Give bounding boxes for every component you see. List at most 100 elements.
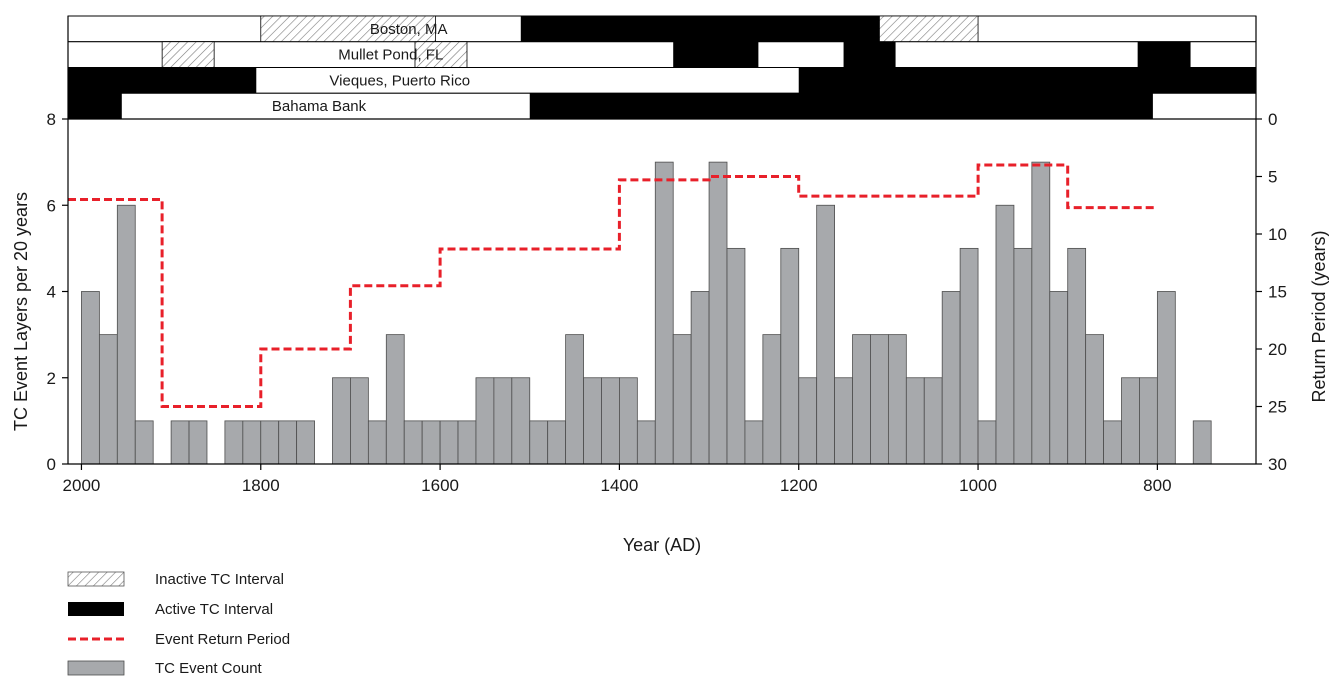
y-tick-label: 6 xyxy=(47,196,56,215)
event-bar xyxy=(1049,291,1069,465)
event-bar xyxy=(547,420,567,465)
active-interval xyxy=(798,67,1256,94)
event-bar xyxy=(583,377,602,465)
event-bar xyxy=(619,377,638,465)
x-tick-label: 1000 xyxy=(959,476,997,495)
y2-tick-label: 25 xyxy=(1268,398,1287,417)
event-bar xyxy=(565,334,584,465)
event-bar xyxy=(134,420,154,465)
event-bar xyxy=(834,377,853,465)
event-bar xyxy=(475,377,495,465)
track-boston-ma: Boston, MA xyxy=(67,15,1257,43)
event-bar xyxy=(1156,291,1176,465)
active-interval xyxy=(673,41,759,68)
y2-axis-title: Return Period (years) xyxy=(1309,230,1329,402)
x-tick-label: 2000 xyxy=(63,476,101,495)
y2-tick-label: 20 xyxy=(1268,340,1287,359)
event-bar xyxy=(350,377,369,465)
event-bar xyxy=(744,420,764,465)
event-bar xyxy=(511,377,531,465)
event-bar xyxy=(385,334,405,465)
active-interval xyxy=(1137,41,1191,68)
y-tick-label: 2 xyxy=(47,369,56,388)
axes: 2000 1800 1600 1400 1200 1000 800 0 2 4 6 8 0 5 10 15 20… xyxy=(47,16,1287,495)
event-bar xyxy=(332,377,351,465)
x-tick-label: 1400 xyxy=(600,476,638,495)
y-axis-title: TC Event Layers per 20 years xyxy=(11,192,31,431)
track-mullet-pond-fl: Mullet Pond, FL xyxy=(67,41,1257,68)
event-bar xyxy=(296,420,315,465)
event-bar xyxy=(1139,377,1158,465)
track-background xyxy=(67,41,1257,68)
site-activity-tracks: Boston, MA Mullet Pond, FL Vieques, Puerto… xyxy=(67,15,1257,120)
x-tick-label: 1800 xyxy=(242,476,280,495)
inactive-interval xyxy=(260,15,437,43)
inactive-interval xyxy=(161,41,215,68)
event-bar xyxy=(278,420,298,465)
event-bar xyxy=(170,420,190,465)
event-bar xyxy=(852,334,871,465)
y2-tick-label: 30 xyxy=(1268,455,1287,474)
active-interval xyxy=(520,16,880,42)
x-tick-label: 1200 xyxy=(780,476,818,495)
event-bar xyxy=(403,420,423,465)
event-bar xyxy=(941,291,961,465)
event-bar xyxy=(995,204,1015,465)
legend-swatch-inactive xyxy=(67,571,125,587)
event-bar xyxy=(708,161,728,465)
active-interval xyxy=(843,41,896,68)
event-bar xyxy=(1013,247,1033,465)
return-period-line xyxy=(68,163,1158,408)
legend-item-bar: TC Event Count xyxy=(67,660,263,677)
event-bar xyxy=(654,161,674,465)
active-interval xyxy=(529,93,1153,119)
event-bar xyxy=(780,247,800,465)
event-bar xyxy=(887,334,907,465)
event-bar xyxy=(188,420,208,465)
legend-item-return: Event Return Period xyxy=(68,631,290,648)
y-tick-label: 8 xyxy=(47,110,56,129)
event-bar xyxy=(816,204,835,465)
x-tick-label: 800 xyxy=(1143,476,1171,495)
legend-label: Inactive TC Interval xyxy=(155,571,284,588)
event-bar xyxy=(116,204,136,465)
event-bar xyxy=(959,247,979,465)
event-bar xyxy=(905,377,925,465)
event-bar xyxy=(923,377,943,465)
track-label: Mullet Pond, FL xyxy=(338,47,443,64)
event-bar xyxy=(672,334,692,465)
legend-label: Event Return Period xyxy=(155,631,290,648)
event-bar xyxy=(726,247,746,465)
track-label: Vieques, Puerto Rico xyxy=(329,72,470,89)
event-bar xyxy=(439,420,459,465)
event-bar xyxy=(242,420,262,465)
track-bahama-bank: Bahama Bank xyxy=(67,92,1257,120)
track-label: Bahama Bank xyxy=(272,98,367,115)
x-tick-label: 1600 xyxy=(421,476,459,495)
event-bar xyxy=(798,377,818,465)
y2-tick-label: 10 xyxy=(1268,225,1287,244)
event-bar xyxy=(762,334,782,465)
event-bar xyxy=(1067,247,1087,465)
track-label: Boston, MA xyxy=(370,21,448,38)
event-bar xyxy=(1031,161,1051,465)
legend-swatch-active xyxy=(68,602,124,616)
event-bar xyxy=(977,420,997,465)
x-axis-title: Year (AD) xyxy=(623,535,701,555)
legend-item-inactive: Inactive TC Interval xyxy=(67,571,284,588)
legend-label: Active TC Interval xyxy=(155,601,273,618)
y-tick-label: 0 xyxy=(47,455,56,474)
track-vieques-puerto-rico: Vieques, Puerto Rico xyxy=(67,67,1257,94)
active-interval xyxy=(68,93,122,119)
event-bar xyxy=(367,420,387,465)
event-bar xyxy=(421,420,441,465)
event-bar xyxy=(260,420,280,465)
event-bar xyxy=(1103,420,1122,465)
event-count-bars xyxy=(81,161,1212,465)
y2-tick-label: 5 xyxy=(1268,168,1277,187)
event-bar xyxy=(1192,420,1212,465)
event-bar xyxy=(1085,334,1104,465)
event-bar xyxy=(870,334,889,465)
event-bar xyxy=(1121,377,1140,465)
event-bar xyxy=(529,420,549,465)
